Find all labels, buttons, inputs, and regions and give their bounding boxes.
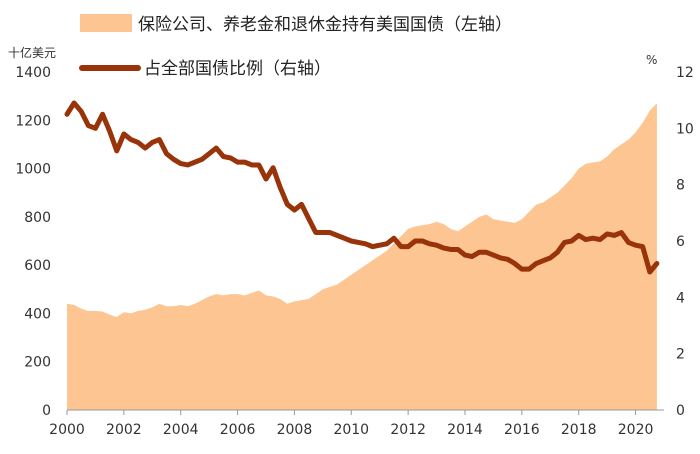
left-axis-unit-label: 十亿美元 <box>8 45 56 60</box>
left-y-tick-label: 1200 <box>15 113 51 129</box>
x-tick-label: 2004 <box>163 422 199 438</box>
insurance-pension-holdings-area <box>67 103 657 410</box>
x-tick-label: 2006 <box>220 422 256 438</box>
left-y-tick-label: 200 <box>24 355 51 371</box>
left-y-tick-label: 1400 <box>15 65 51 81</box>
x-tick-label: 2016 <box>504 422 540 438</box>
line-series-layer <box>64 100 660 275</box>
x-tick-label: 2012 <box>390 422 426 438</box>
left-y-tick-label: 600 <box>24 258 51 274</box>
x-tick-label: 2002 <box>106 422 142 438</box>
right-y-tick-label: 10 <box>676 121 694 137</box>
left-y-tick-label: 800 <box>24 210 51 226</box>
x-tick-label: 2008 <box>277 422 313 438</box>
axes-layer: 2000 2002 2004 2006 2008 2010 2012 2014 2016 2018… <box>15 65 693 438</box>
x-tick-label: 2010 <box>333 422 369 438</box>
right-y-tick-label: 12 <box>676 65 694 81</box>
right-y-tick-label: 8 <box>676 178 685 194</box>
x-tick-label: 2020 <box>618 422 654 438</box>
right-y-tick-label: 0 <box>676 403 685 419</box>
right-axis-unit-label: % <box>646 53 657 67</box>
x-tick-label: 2018 <box>561 422 597 438</box>
left-y-tick-label: 0 <box>42 403 51 419</box>
area-series-layer <box>67 103 657 410</box>
left-y-tick-label: 400 <box>24 306 51 322</box>
legend-label-line: 占全部国债比例（右轴） <box>144 59 331 79</box>
share-of-treasuries-line <box>64 100 660 275</box>
legend: 保险公司、养老金和退休金持有美国国债（左轴） 占全部国债比例（右轴） <box>79 14 512 79</box>
legend-label-area: 保险公司、养老金和退休金持有美国国债（左轴） <box>138 15 512 35</box>
legend-swatch-area <box>80 14 132 32</box>
right-y-tick-label: 2 <box>676 347 685 363</box>
right-y-tick-label: 4 <box>676 290 685 306</box>
left-y-tick-label: 1000 <box>15 162 51 178</box>
right-y-tick-label: 6 <box>676 234 685 250</box>
x-tick-label: 2000 <box>49 422 85 438</box>
x-tick-label: 2014 <box>447 422 483 438</box>
